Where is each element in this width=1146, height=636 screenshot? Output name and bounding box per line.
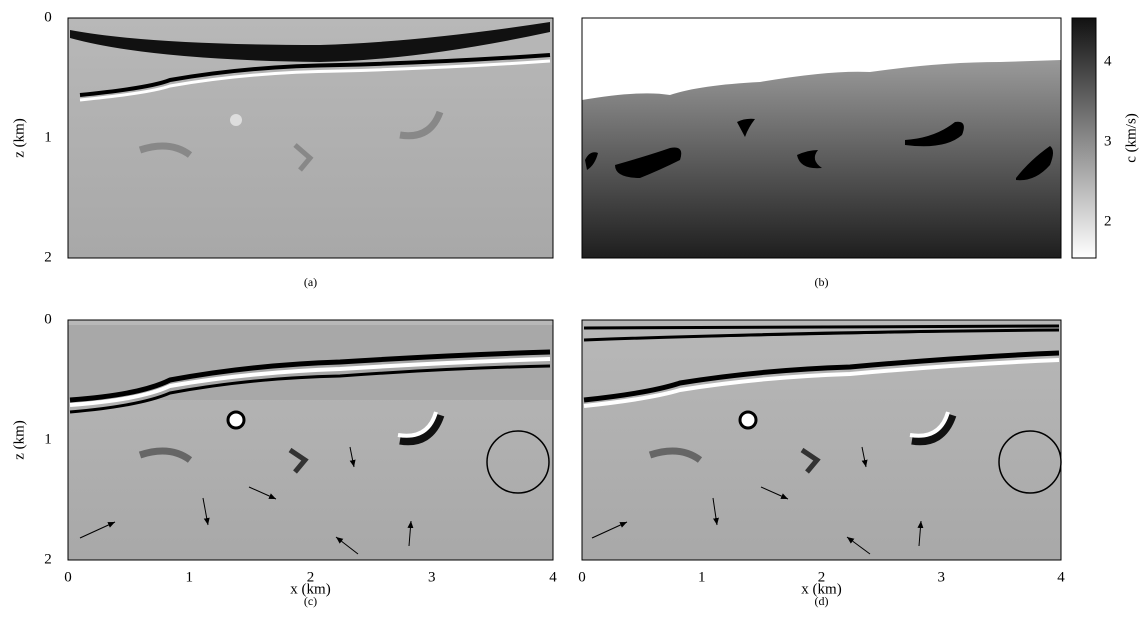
colorbar bbox=[1072, 18, 1096, 258]
y-axis-label: z (km) bbox=[11, 118, 27, 158]
colorbar-label: c (km/s) bbox=[1123, 113, 1139, 163]
x-tick-label: 4 bbox=[1057, 569, 1065, 585]
x-tick-label: 2 bbox=[818, 569, 826, 585]
x-tick-label: 4 bbox=[549, 569, 557, 585]
panel-c-image bbox=[68, 320, 553, 560]
x-tick-label: 2 bbox=[307, 569, 315, 585]
panel-b-image bbox=[582, 18, 1061, 258]
x-tick-label: 3 bbox=[938, 569, 946, 585]
y-tick-label: 0 bbox=[44, 9, 52, 25]
x-tick-label: 1 bbox=[186, 569, 194, 585]
y-tick-label: 0 bbox=[44, 311, 52, 327]
colorbar-tick-label: 4 bbox=[1104, 53, 1112, 69]
panel-d-image bbox=[582, 320, 1061, 560]
panel-caption: (b) bbox=[815, 275, 829, 289]
x-tick-label: 3 bbox=[428, 569, 436, 585]
y-tick-label: 2 bbox=[44, 551, 52, 567]
x-tick-label: 1 bbox=[698, 569, 706, 585]
y-tick-label: 2 bbox=[44, 249, 52, 265]
panel-caption: (a) bbox=[304, 275, 317, 289]
colorbar-tick-label: 2 bbox=[1104, 213, 1112, 229]
x-tick-label: 0 bbox=[64, 569, 72, 585]
x-tick-label: 0 bbox=[578, 569, 586, 585]
colorbar-tick-label: 3 bbox=[1104, 133, 1112, 149]
panel-a-image bbox=[68, 18, 553, 258]
y-tick-label: 1 bbox=[44, 431, 52, 447]
y-axis-label: z (km) bbox=[11, 420, 27, 460]
y-tick-label: 1 bbox=[44, 129, 52, 145]
figure: (a)z (km)012(b)c (km/s)234(c)z (km)012x … bbox=[0, 0, 1146, 631]
